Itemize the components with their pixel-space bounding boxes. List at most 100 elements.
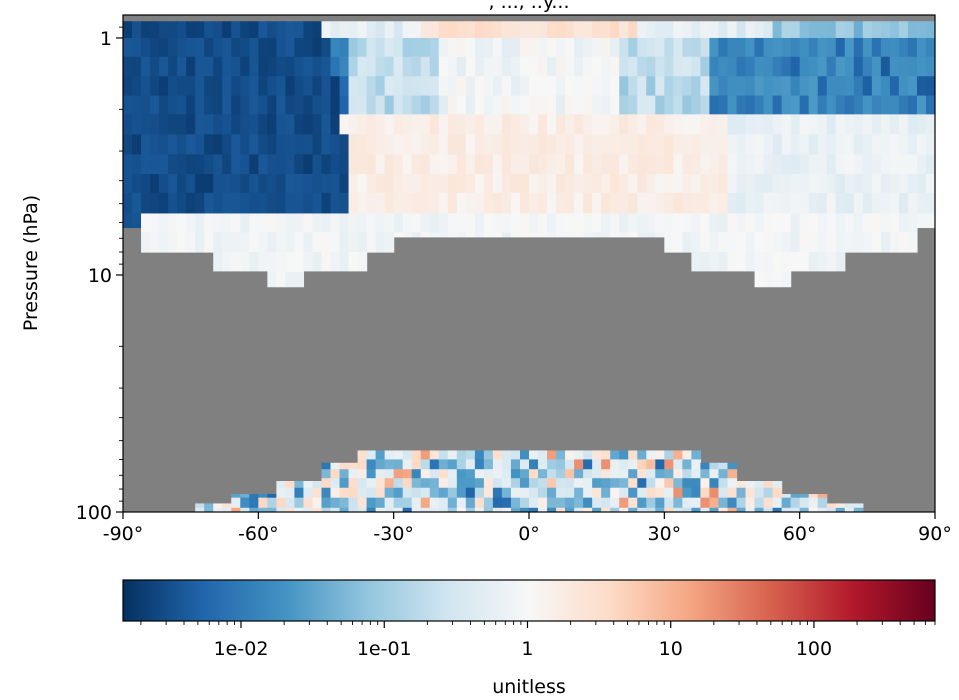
heatmap-cell: [691, 232, 702, 253]
heatmap-cell: [519, 487, 530, 499]
heatmap-cell: [501, 95, 512, 115]
heatmap-cell: [474, 213, 485, 233]
heatmap-cell: [141, 95, 151, 115]
heatmap-cell: [907, 76, 918, 97]
heatmap-cell: [510, 21, 521, 39]
heatmap-cell: [303, 192, 314, 215]
heatmap-cell: [628, 478, 638, 489]
heatmap-cell: [898, 56, 909, 77]
heatmap-cell: [682, 95, 692, 115]
heatmap-cell: [204, 192, 214, 215]
heatmap-cell: [826, 95, 837, 115]
heatmap-cell: [321, 114, 332, 135]
heatmap-cell: [853, 232, 864, 253]
heatmap-cell: [294, 21, 305, 39]
heatmap-cell: [799, 95, 810, 115]
heatmap-cell: [889, 232, 900, 253]
heatmap-cell: [574, 469, 584, 479]
heatmap-cell: [285, 56, 296, 77]
heatmap-cell: [321, 192, 332, 215]
heatmap-cell: [429, 192, 440, 215]
heatmap-cell: [889, 192, 900, 215]
heatmap-cell: [547, 95, 557, 115]
heatmap-cell: [619, 37, 629, 58]
heatmap-cell: [231, 494, 241, 499]
heatmap-cell: [727, 56, 738, 77]
heatmap-cell: [429, 469, 440, 479]
heatmap-cell: [375, 232, 386, 253]
heatmap-cell: [420, 192, 431, 215]
heatmap-cells: [123, 21, 935, 512]
heatmap-cell: [583, 95, 593, 115]
heatmap-cell: [141, 174, 151, 194]
heatmap-cell: [321, 95, 332, 115]
heatmap-cell: [222, 174, 232, 194]
heatmap-cell: [258, 494, 268, 499]
heatmap-cell: [700, 252, 711, 272]
heatmap-cell: [583, 154, 593, 175]
heatmap-cell: [655, 37, 665, 58]
heatmap-cell: [700, 174, 711, 194]
heatmap-cell: [538, 114, 548, 135]
heatmap-cell: [465, 478, 476, 489]
heatmap-cell: [249, 497, 259, 509]
heatmap-cell: [565, 487, 575, 499]
heatmap-cell: [132, 154, 142, 175]
heatmap-cell: [411, 478, 422, 489]
heatmap-cell: [447, 507, 458, 512]
heatmap-cell: [195, 56, 205, 77]
heatmap-cell: [799, 76, 810, 97]
colorbar-gradient: [122, 579, 936, 622]
heatmap-cell: [538, 174, 548, 194]
heatmap-cell: [673, 192, 683, 215]
heatmap-cell: [204, 37, 214, 58]
heatmap-cell: [357, 450, 368, 461]
heatmap-cell: [718, 232, 729, 253]
heatmap-cell: [438, 459, 449, 470]
heatmap-cell: [628, 134, 638, 156]
heatmap-cell: [556, 37, 566, 58]
heatmap-cell: [438, 487, 449, 499]
heatmap-cell: [682, 487, 692, 499]
heatmap-cell: [285, 95, 296, 115]
heatmap-cell: [916, 95, 927, 115]
heatmap-cell: [619, 450, 629, 461]
heatmap-cell: [556, 56, 566, 77]
heatmap-cell: [483, 213, 494, 233]
heatmap-cell: [294, 114, 305, 135]
heatmap-cell: [312, 134, 323, 156]
heatmap-cell: [276, 192, 286, 215]
heatmap-cell: [862, 95, 873, 115]
heatmap-cell: [393, 487, 404, 499]
heatmap-cell: [664, 76, 674, 97]
heatmap-cell: [447, 174, 458, 194]
heatmap-cell: [781, 56, 792, 77]
heatmap-cell: [538, 154, 548, 175]
heatmap-cell: [195, 174, 205, 194]
heatmap-cell: [817, 76, 828, 97]
heatmap-cell: [691, 497, 702, 509]
x-axis: -90° -60° -30° 0° 30° 60° 90°: [103, 512, 952, 545]
heatmap-cell: [691, 56, 702, 77]
heatmap-cell: [384, 213, 395, 233]
heatmap-cell: [411, 459, 422, 470]
heatmap-cell: [547, 192, 557, 215]
heatmap-cell: [204, 134, 214, 156]
heatmap-cell: [258, 114, 268, 135]
heatmap-cell: [456, 76, 467, 97]
heatmap-cell: [637, 487, 647, 499]
heatmap-cell: [123, 76, 133, 97]
heatmap-cell: [294, 497, 305, 509]
heatmap-cell: [547, 478, 557, 489]
heatmap-cell: [583, 450, 593, 461]
y-tick-label: 1: [100, 28, 112, 50]
heatmap-cell: [204, 76, 214, 97]
heatmap-cell: [519, 114, 530, 135]
heatmap-cell: [420, 21, 431, 39]
heatmap-cell: [420, 459, 431, 470]
heatmap-cell: [231, 252, 241, 272]
heatmap-cell: [393, 56, 404, 77]
heatmap-cell: [700, 478, 711, 489]
heatmap-cell: [231, 114, 241, 135]
heatmap-cell: [853, 503, 864, 509]
